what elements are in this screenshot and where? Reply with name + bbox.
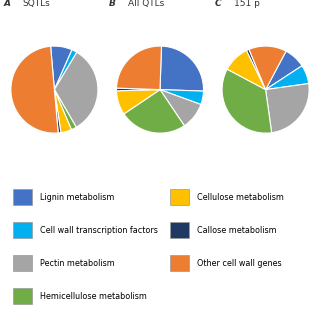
Text: B: B (109, 0, 116, 8)
Wedge shape (116, 90, 160, 114)
Text: Other cell wall genes: Other cell wall genes (197, 259, 281, 268)
Wedge shape (124, 90, 184, 133)
Wedge shape (160, 90, 201, 126)
Text: Callose metabolism: Callose metabolism (197, 226, 276, 235)
Wedge shape (222, 69, 272, 133)
Wedge shape (249, 46, 286, 90)
Wedge shape (116, 46, 162, 90)
Bar (170, 189, 189, 205)
Wedge shape (54, 90, 76, 130)
Wedge shape (266, 66, 309, 90)
Bar (170, 222, 189, 238)
Wedge shape (11, 46, 58, 133)
Wedge shape (116, 88, 160, 91)
Text: Lignin metabolism: Lignin metabolism (40, 193, 114, 202)
Text: Cell wall transcription factors: Cell wall transcription factors (40, 226, 158, 235)
Text: 151 p: 151 p (234, 0, 260, 8)
Bar (170, 255, 189, 271)
Wedge shape (54, 90, 61, 133)
Wedge shape (227, 51, 266, 90)
Text: All QTLs: All QTLs (128, 0, 164, 8)
Bar (13, 222, 32, 238)
Wedge shape (54, 50, 77, 90)
Text: C: C (214, 0, 221, 8)
Text: A: A (3, 0, 10, 8)
Text: Cellulose metabolism: Cellulose metabolism (197, 193, 284, 202)
Wedge shape (266, 51, 302, 90)
Bar (13, 255, 32, 271)
Bar (13, 288, 32, 304)
Wedge shape (54, 90, 71, 132)
Wedge shape (54, 52, 98, 127)
Wedge shape (160, 46, 204, 91)
Bar (13, 189, 32, 205)
Text: Hemicellulose metabolism: Hemicellulose metabolism (40, 292, 147, 301)
Wedge shape (160, 90, 204, 105)
Text: Pectin metabolism: Pectin metabolism (40, 259, 115, 268)
Wedge shape (266, 84, 309, 133)
Wedge shape (246, 49, 266, 90)
Text: SQTLs: SQTLs (22, 0, 50, 8)
Wedge shape (51, 46, 72, 90)
